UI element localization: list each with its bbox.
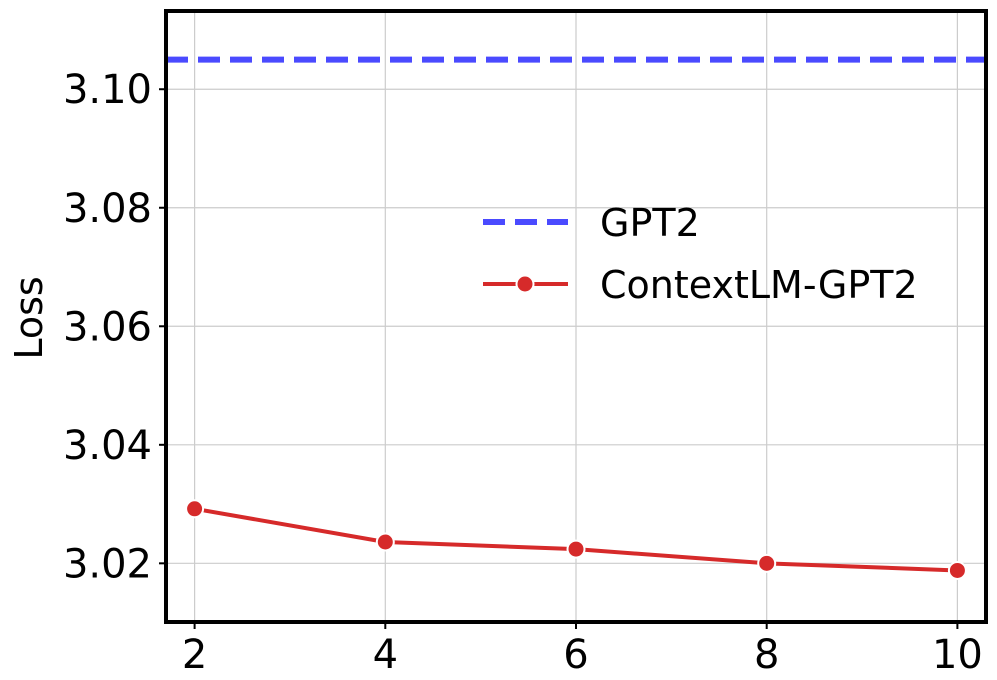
series-contextlm-point [375,532,395,552]
y-tick-label: 3.10 [63,67,152,113]
y-tick-label: 3.02 [63,541,152,587]
series-contextlm-point [757,553,777,573]
x-tick-label: 6 [563,632,588,676]
grid [166,11,986,622]
series-contextlm-point [566,539,586,559]
series-contextlm-point [185,499,205,519]
x-tick-label: 10 [932,632,983,676]
legend-contextlm-label: ContextLM-GPT2 [600,263,918,307]
series-layer [166,56,986,580]
x-tick-label: 8 [754,632,779,676]
x-tick-label: 2 [182,632,207,676]
y-tick-label: 3.04 [63,423,152,469]
x-tick-label: 4 [373,632,398,676]
y-axis-label: Loss [7,276,51,359]
y-tick-label: 3.06 [63,304,152,350]
ticks: 2 4 6 8 10 3.02 3.04 3.06 3.08 3.10 [63,67,983,678]
series-contextlm-point [947,560,967,580]
legend: GPT2 ContextLM-GPT2 [483,201,918,307]
legend-gpt2-label: GPT2 [600,201,700,245]
legend-contextlm-marker [515,274,535,294]
y-tick-label: 3.08 [63,186,152,232]
